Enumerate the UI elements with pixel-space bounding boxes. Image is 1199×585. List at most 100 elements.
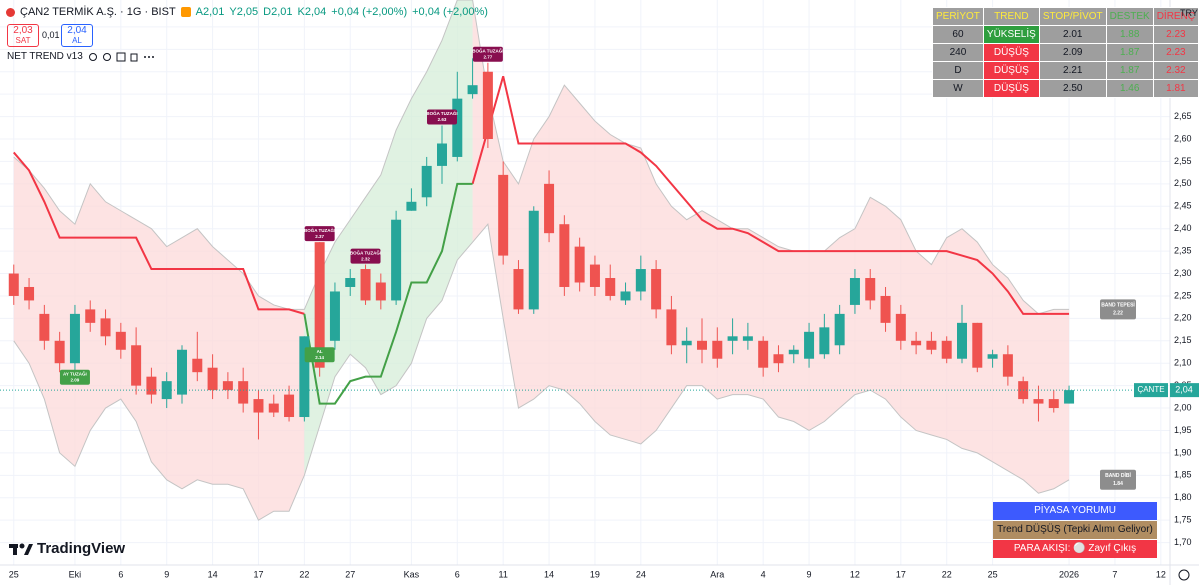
candle-body bbox=[727, 336, 738, 341]
signal-value: 2.77 bbox=[483, 54, 492, 59]
signal-text: BOĞA TUZAĞI bbox=[426, 109, 457, 116]
indicator-icons[interactable] bbox=[88, 52, 159, 62]
candle-body bbox=[666, 309, 677, 346]
x-tick-label: 17 bbox=[896, 569, 906, 579]
table-cell: 2.50 bbox=[1038, 79, 1107, 98]
settings-icon[interactable] bbox=[1178, 569, 1190, 581]
candle-body bbox=[498, 174, 509, 256]
candle-body bbox=[314, 242, 325, 368]
y-tick-label: 2,25 bbox=[1174, 290, 1192, 300]
candle-body bbox=[804, 331, 815, 359]
candle-body bbox=[895, 313, 906, 341]
table-cell: 1.88 bbox=[1105, 25, 1154, 44]
candle-body bbox=[284, 394, 295, 418]
table-head-cell: DESTEK bbox=[1105, 7, 1154, 26]
candle-body bbox=[574, 246, 585, 283]
candle-body bbox=[360, 269, 371, 301]
table-cell: 2.01 bbox=[1038, 25, 1107, 44]
candle-body bbox=[681, 340, 692, 346]
candle-body bbox=[268, 403, 279, 413]
table-cell: 1.81 bbox=[1152, 79, 1199, 98]
signal-text: BOĞA TUZAĞI bbox=[350, 248, 381, 255]
candle-body bbox=[849, 278, 860, 305]
signal-value: 2.09 bbox=[71, 377, 80, 382]
x-tick-label: 19 bbox=[590, 569, 600, 579]
candle-body bbox=[773, 354, 784, 364]
x-tick-label: 24 bbox=[636, 569, 646, 579]
currency: TRY bbox=[1180, 8, 1198, 18]
signal-label bbox=[472, 46, 503, 62]
table-head-cell: STOP/PİVOT bbox=[1038, 7, 1107, 26]
x-tick-label: Kas bbox=[404, 569, 420, 579]
candle-body bbox=[421, 165, 432, 198]
x-tick-label: 22 bbox=[942, 569, 952, 579]
table-cell: 2.23 bbox=[1152, 43, 1199, 62]
y-tick-label: 1,70 bbox=[1174, 537, 1192, 547]
x-tick-label: 22 bbox=[299, 569, 309, 579]
candle-body bbox=[253, 399, 264, 413]
candle-body bbox=[712, 340, 723, 359]
table-cell: DÜŞÜŞ bbox=[982, 61, 1040, 80]
candle-body bbox=[391, 219, 402, 301]
table-head-cell: TREND bbox=[982, 7, 1040, 26]
x-tick-label: 14 bbox=[208, 569, 218, 579]
spread: 0,01 bbox=[42, 30, 60, 40]
candle-body bbox=[406, 201, 417, 211]
indicator-row: NET TREND v13 bbox=[7, 51, 159, 62]
y-tick-label: 1,80 bbox=[1174, 492, 1192, 502]
y-tick-label: 1,95 bbox=[1174, 425, 1192, 435]
candle-body bbox=[635, 269, 646, 292]
candle-body bbox=[100, 318, 111, 337]
flag bbox=[6, 7, 15, 17]
band-fill bbox=[13, 156, 305, 521]
change: +0,04 (+2,00%) bbox=[331, 6, 408, 18]
signal-label bbox=[304, 347, 335, 363]
sell-button[interactable]: 2,03 SAT bbox=[7, 24, 39, 47]
candle-body bbox=[605, 278, 616, 296]
table-cell: 2.23 bbox=[1152, 25, 1199, 44]
y-tick-label: 2,55 bbox=[1174, 156, 1192, 166]
candle-body bbox=[299, 336, 310, 418]
label: AL bbox=[72, 36, 82, 45]
candle-body bbox=[987, 354, 998, 359]
band-line bbox=[13, 0, 1070, 315]
symbol[interactable]: ÇAN2 TERMİK A.Ş. · 1G · BIST bbox=[20, 6, 176, 18]
signal-label bbox=[304, 226, 335, 242]
candle-body bbox=[1048, 399, 1059, 409]
candle-body bbox=[1033, 399, 1044, 404]
signal-text: BOĞA TUZAĞI bbox=[472, 46, 503, 53]
candle-body bbox=[880, 295, 891, 323]
candle-body bbox=[972, 322, 983, 368]
y-tick-label: 2,10 bbox=[1174, 358, 1192, 368]
buy-button[interactable]: 2,04 AL bbox=[61, 24, 93, 47]
table-header: PERİYOT TREND STOP/PİVOT DESTEK DİRENÇ bbox=[932, 7, 1199, 26]
last-price-box bbox=[1170, 383, 1199, 398]
table-cell: 1.87 bbox=[1105, 43, 1154, 62]
signal-value: 2.63 bbox=[438, 117, 447, 122]
symbol-tag-text: ÇANTE bbox=[1137, 385, 1164, 394]
candle-body bbox=[941, 340, 952, 359]
price: 2,04 bbox=[67, 25, 87, 36]
price: 2,03 bbox=[13, 25, 33, 36]
ohlc: D2,01 bbox=[263, 6, 293, 18]
indicator-name[interactable]: NET TREND v13 bbox=[7, 51, 83, 62]
table-row: D DÜŞÜŞ 2.21 1.87 2.32 bbox=[932, 61, 1199, 80]
candle-body bbox=[620, 291, 631, 301]
label: SAT bbox=[15, 36, 31, 45]
badge bbox=[180, 7, 191, 17]
candle-body bbox=[85, 309, 96, 323]
candle-body bbox=[375, 282, 386, 301]
candle-body bbox=[788, 349, 799, 355]
signal-text: AY TUZAĞI bbox=[63, 369, 87, 376]
candle-body bbox=[146, 376, 157, 395]
x-tick-label: 11 bbox=[499, 569, 508, 579]
y-tick-label: 2,00 bbox=[1174, 402, 1192, 412]
candle-body bbox=[865, 278, 876, 301]
table-cell: 240 bbox=[932, 43, 984, 62]
candle-body bbox=[207, 367, 218, 391]
symbol-tag bbox=[1134, 383, 1168, 398]
x-tick-label: 25 bbox=[988, 569, 998, 579]
ohlc: A2,01 bbox=[195, 6, 225, 18]
candle-body bbox=[926, 340, 937, 350]
